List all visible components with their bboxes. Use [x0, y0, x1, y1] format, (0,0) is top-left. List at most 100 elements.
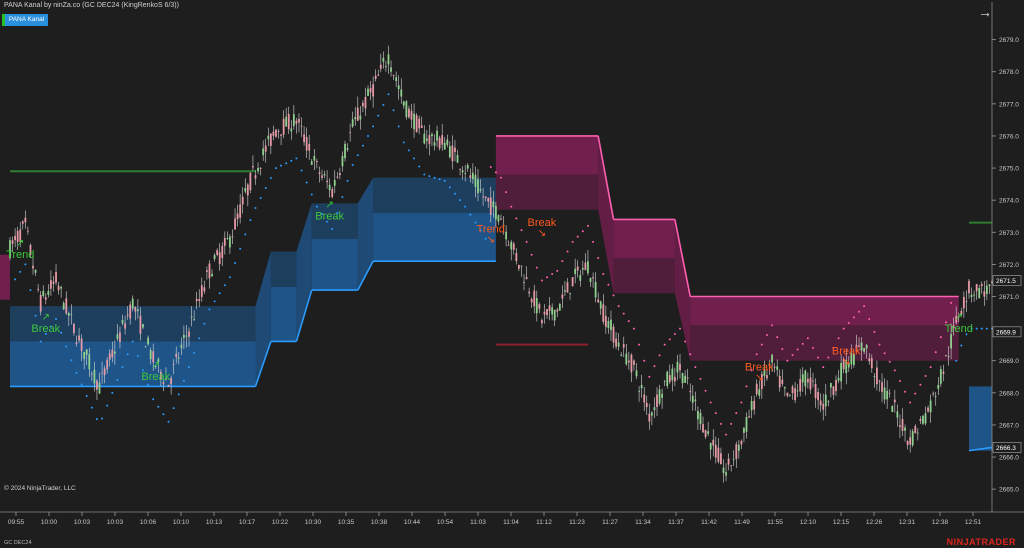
candle-up [433, 142, 436, 146]
candle-down [272, 131, 275, 136]
candle-up [535, 298, 538, 314]
x-tick-label: 10:10 [173, 519, 190, 526]
candle-up [425, 138, 428, 141]
candle-down [239, 204, 242, 218]
bull-trail-dot [341, 195, 344, 198]
bull-trail-dot [49, 325, 52, 328]
brand-logo: NINJATRADER [946, 537, 1016, 547]
candle-down [441, 135, 444, 145]
candle-down [287, 114, 290, 130]
x-tick-label: 10:13 [206, 519, 223, 526]
candle-down [730, 465, 733, 467]
candle-down [768, 364, 771, 366]
candle-down [73, 323, 75, 333]
candle-down [612, 326, 615, 343]
candle-down [318, 172, 321, 175]
y-tick-label: 2671.0 [999, 294, 1019, 301]
candle-down [241, 196, 244, 205]
x-tick-label: 10:44 [404, 519, 421, 526]
price-tag-box [992, 442, 1022, 453]
bear-trail-dot [546, 276, 549, 279]
candle-up [471, 172, 474, 180]
candle-up [973, 294, 975, 296]
candle-up [873, 376, 876, 377]
candle-down [167, 384, 170, 387]
candle-up [789, 394, 791, 396]
candle-down [52, 281, 55, 284]
candle-up [663, 380, 666, 382]
bear-trail-dot [592, 240, 595, 243]
candle-up [157, 359, 160, 363]
y-tick-label: 2679.0 [999, 37, 1019, 44]
symbol-label: GC DEC24 [4, 540, 32, 546]
bear-trail-dot [883, 352, 886, 355]
candle-down [919, 419, 922, 421]
bear-trail-dot [622, 312, 625, 315]
candle-down [50, 280, 52, 289]
bear-trail-dot [612, 294, 615, 297]
indicator-button[interactable]: PANA Kanal [2, 14, 48, 26]
bull-trail-dot [464, 205, 467, 208]
candle-down [231, 236, 234, 238]
candle-up [796, 390, 799, 392]
candle-up [144, 346, 147, 348]
x-tick-label: 12:15 [833, 519, 850, 526]
bull-trail-dot [960, 344, 963, 347]
candle-down [305, 136, 308, 151]
bear-trail-dot [566, 250, 569, 253]
candle-up [461, 170, 464, 173]
candle-down [438, 137, 441, 149]
bull-trail-dot [60, 331, 63, 334]
candle-up [93, 369, 96, 384]
candle-down [111, 349, 114, 358]
candle-down [126, 314, 129, 316]
candle-down [942, 371, 945, 374]
candle-down [556, 309, 559, 312]
candle-up [443, 142, 446, 150]
bull-trail-dot [305, 181, 308, 184]
candle-up [67, 313, 70, 316]
candle-up [211, 273, 213, 277]
candle-up [229, 236, 231, 248]
candle-up [448, 146, 451, 158]
candle-down [252, 165, 254, 168]
candle-down [14, 235, 17, 241]
candle-down [548, 305, 551, 311]
candle-up [607, 321, 610, 328]
x-tick-label: 11:34 [635, 519, 651, 526]
bull-channel-inner [373, 213, 496, 262]
candle-up [213, 255, 216, 260]
candle-down [11, 240, 14, 244]
bear-trail-dot [602, 273, 605, 276]
candle-down [326, 180, 329, 183]
candle-down [878, 380, 881, 382]
candle-up [745, 417, 748, 432]
bear-trail-dot [679, 327, 682, 330]
candle-down [428, 135, 431, 145]
arrow-right-icon[interactable]: → [978, 4, 992, 20]
bull-trail-dot [157, 405, 160, 408]
bear-trail-dot [750, 369, 753, 372]
candle-down [702, 424, 704, 433]
bull-trail-dot [423, 173, 426, 176]
candle-down [134, 307, 137, 312]
bull-trail-dot [269, 177, 272, 180]
candle-up [934, 396, 937, 398]
x-tick-label: 10:38 [371, 519, 388, 526]
candle-up [750, 400, 753, 411]
candle-down [415, 115, 418, 133]
bear-trail-dot [489, 165, 492, 168]
bull-trail-dot [280, 164, 283, 167]
candle-down [254, 175, 257, 179]
candle-down [308, 143, 311, 151]
bear-trail-dot [515, 217, 518, 220]
bull-trail-dot [443, 179, 446, 182]
candle-up [883, 387, 886, 400]
x-tick-label: 12:26 [866, 519, 883, 526]
candle-up [405, 101, 408, 117]
signal-label: Break [141, 371, 170, 383]
bear-trail-dot [673, 332, 676, 335]
bear-trail-dot [873, 330, 876, 333]
bear-trail-dot [939, 336, 942, 339]
